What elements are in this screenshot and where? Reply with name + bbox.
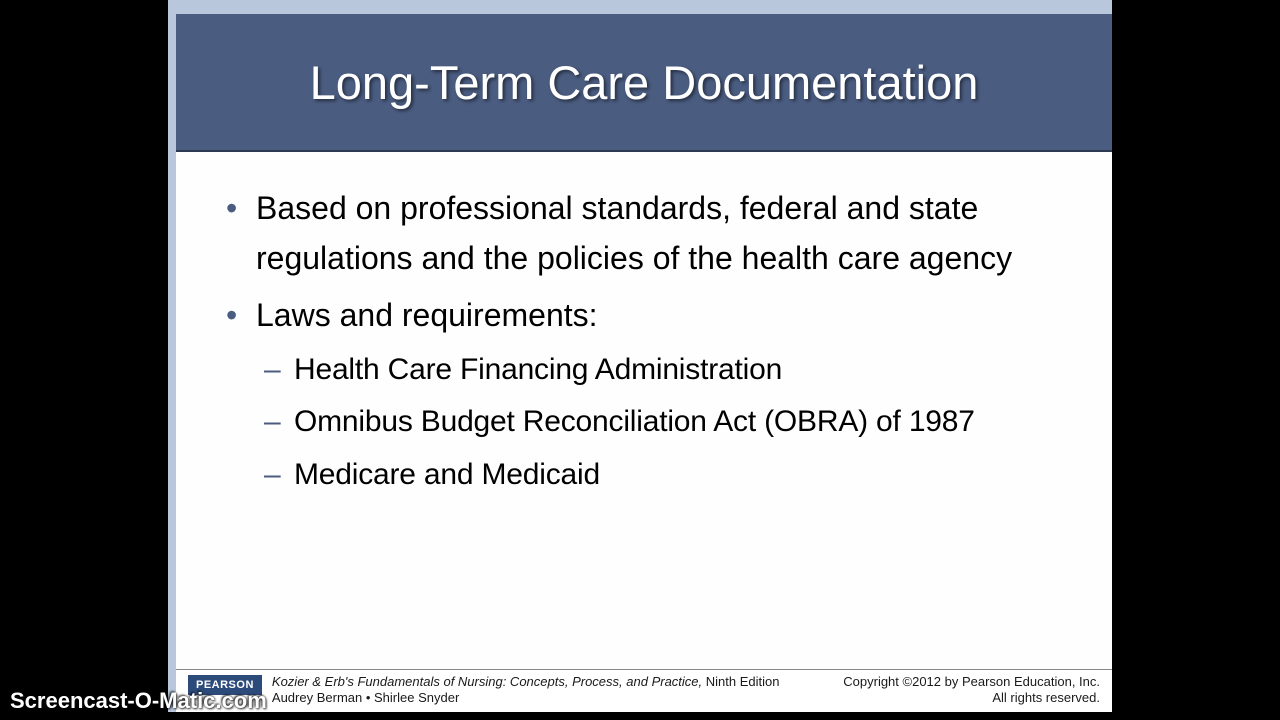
bullet-text: Based on professional standards, federal… xyxy=(256,190,1012,276)
sub-bullet-text: Medicare and Medicaid xyxy=(294,458,600,491)
sub-bullet-text: Health Care Financing Administration xyxy=(294,353,782,386)
sub-bullet-list: Health Care Financing Administration Omn… xyxy=(256,347,1062,499)
slide-footer: PEARSON Kozier & Erb's Fundamentals of N… xyxy=(176,669,1112,713)
footer-book-info: Kozier & Erb's Fundamentals of Nursing: … xyxy=(272,674,780,707)
sub-bullet-text: Omnibus Budget Reconciliation Act (OBRA)… xyxy=(294,405,975,438)
sub-bullet-item: Omnibus Budget Reconciliation Act (OBRA)… xyxy=(256,399,1062,446)
bullet-item: Laws and requirements: Health Care Finan… xyxy=(226,291,1062,498)
bullet-text: Laws and requirements: xyxy=(256,297,598,333)
watermark-text: Screencast-O-Matic.com xyxy=(10,688,267,714)
rights-text: All rights reserved. xyxy=(843,690,1100,706)
sub-bullet-item: Health Care Financing Administration xyxy=(256,347,1062,394)
bullet-list: Based on professional standards, federal… xyxy=(226,184,1062,498)
copyright-text: Copyright ©2012 by Pearson Education, In… xyxy=(843,674,1100,690)
book-title: Kozier & Erb's Fundamentals of Nursing: … xyxy=(272,674,702,689)
book-authors: Audrey Berman • Shirlee Snyder xyxy=(272,690,780,706)
footer-line-1: Kozier & Erb's Fundamentals of Nursing: … xyxy=(272,674,780,690)
slide: Long-Term Care Documentation Based on pr… xyxy=(176,14,1112,712)
slide-title: Long-Term Care Documentation xyxy=(310,55,979,110)
book-edition: Ninth Edition xyxy=(702,674,779,689)
footer-right: Copyright ©2012 by Pearson Education, In… xyxy=(843,674,1100,707)
sub-bullet-item: Medicare and Medicaid xyxy=(256,452,1062,499)
slide-stage: Long-Term Care Documentation Based on pr… xyxy=(168,0,1112,712)
footer-left: PEARSON Kozier & Erb's Fundamentals of N… xyxy=(188,674,779,707)
bullet-item: Based on professional standards, federal… xyxy=(226,184,1062,283)
title-bar: Long-Term Care Documentation xyxy=(176,14,1112,152)
slide-body: Based on professional standards, federal… xyxy=(176,152,1112,669)
